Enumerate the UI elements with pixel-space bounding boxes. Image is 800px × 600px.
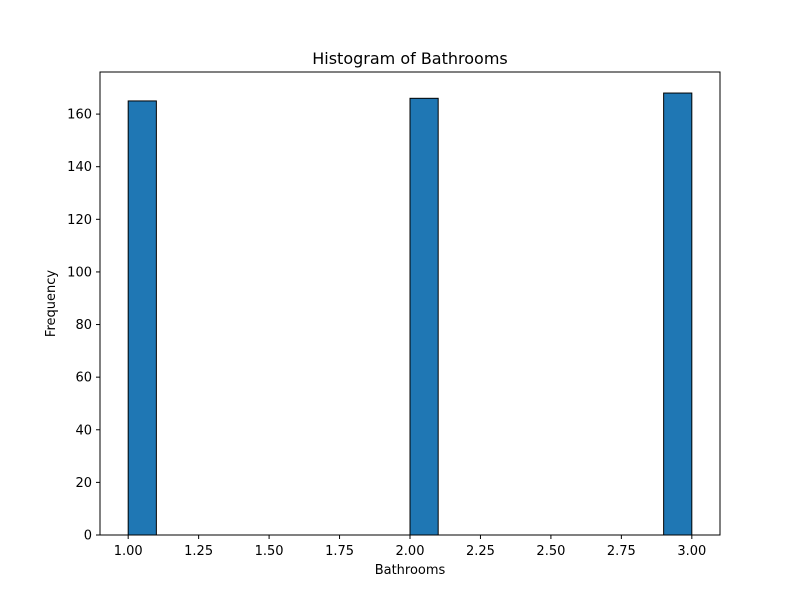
y-tick-label: 20	[75, 476, 92, 491]
bars-group	[127, 92, 693, 536]
x-tick-label: 1.50	[255, 544, 284, 559]
y-tick-label: 160	[67, 108, 92, 123]
y-axis: 0 20 40 60 80 100 120 140 160	[67, 108, 100, 544]
x-tick-label: 1.75	[325, 544, 354, 559]
histogram-bar-3	[663, 92, 693, 536]
x-axis: 1.00 1.25 1.50 1.75 2.00 2.25 2.50 2.75 3.00	[114, 535, 706, 559]
chart-title: Histogram of Bathrooms	[312, 49, 508, 68]
y-tick-label: 60	[75, 371, 92, 386]
x-tick-label: 2.75	[607, 544, 636, 559]
x-tick-label: 1.25	[184, 544, 213, 559]
y-tick-label: 120	[67, 213, 92, 228]
x-tick-label: 3.00	[677, 544, 706, 559]
histogram-bar-2	[409, 97, 439, 536]
y-tick-label: 100	[67, 265, 92, 280]
y-tick-label: 80	[75, 318, 92, 333]
x-axis-label: Bathrooms	[375, 563, 446, 578]
x-tick-label: 2.00	[396, 544, 425, 559]
y-tick-label: 0	[84, 529, 92, 544]
y-tick-label: 140	[67, 160, 92, 175]
y-tick-label: 40	[75, 423, 92, 438]
y-axis-label: Frequency	[44, 270, 59, 337]
x-tick-label: 2.50	[536, 544, 565, 559]
histogram-bar-1	[127, 100, 157, 536]
x-tick-label: 1.00	[114, 544, 143, 559]
x-tick-label: 2.25	[466, 544, 495, 559]
